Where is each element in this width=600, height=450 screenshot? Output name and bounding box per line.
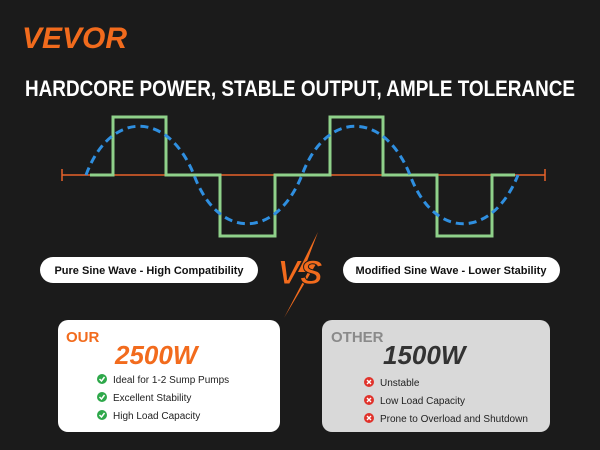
right-pill	[343, 257, 560, 283]
card-tag: OUR	[66, 329, 100, 346]
other-card	[322, 320, 550, 432]
cross-mark	[366, 379, 372, 385]
card-power: 1500W	[383, 340, 468, 370]
card-tag: OTHER	[331, 329, 384, 346]
card-power: 2500W	[114, 340, 200, 370]
card-item: High Load Capacity	[113, 411, 200, 422]
our-items: Ideal for 1-2 Sump Pumps Excellent Stabi…	[97, 374, 229, 422]
card-item: Unstable	[380, 378, 420, 389]
card-item: Low Load Capacity	[380, 396, 465, 407]
check-mark	[98, 394, 106, 401]
check-icon	[97, 392, 107, 402]
card-item: Prone to Overload and Shutdown	[380, 414, 528, 425]
cross-mark	[366, 415, 372, 421]
left-label: Pure Sine Wave - High Compatibility	[54, 265, 244, 277]
brand-logo: VEVOR	[22, 22, 127, 55]
modified-sine	[90, 115, 515, 238]
waveform	[61, 115, 546, 238]
card-item: Excellent Stability	[113, 393, 191, 404]
vs-label: VS	[277, 254, 323, 292]
left-pill	[40, 257, 258, 283]
check-icon	[97, 374, 107, 384]
check-icon	[97, 410, 107, 420]
card-item: Ideal for 1-2 Sump Pumps	[113, 375, 229, 386]
right-label: Modified Sine Wave - Lower Stability	[356, 265, 548, 277]
lightning	[284, 232, 318, 318]
cross-mark	[366, 397, 372, 403]
our-card	[58, 320, 280, 432]
other-items: Unstable Low Load Capacity Prone to Over…	[364, 377, 528, 425]
check-mark	[98, 412, 106, 419]
check-mark	[98, 376, 106, 383]
headline: HARDCORE POWER, STABLE OUTPUT, AMPLE TOL…	[25, 76, 575, 101]
